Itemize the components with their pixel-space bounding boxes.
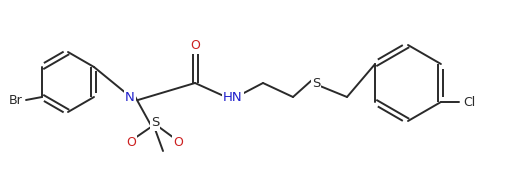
- Text: O: O: [173, 136, 183, 148]
- Text: Cl: Cl: [463, 96, 475, 109]
- Text: O: O: [190, 39, 200, 51]
- Text: HN: HN: [223, 91, 243, 104]
- Text: N: N: [125, 91, 135, 104]
- Text: O: O: [126, 136, 136, 148]
- Text: Br: Br: [9, 93, 23, 107]
- Text: S: S: [151, 116, 159, 129]
- Text: S: S: [312, 76, 320, 89]
